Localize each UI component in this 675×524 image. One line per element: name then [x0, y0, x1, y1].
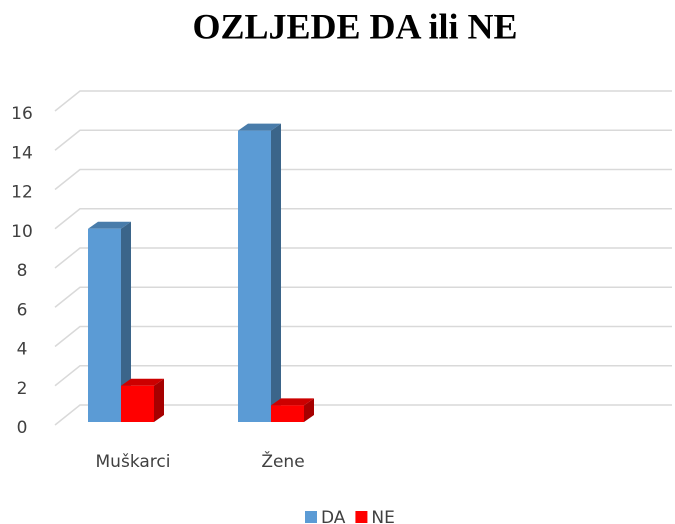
- x-tick-label: Žene: [261, 450, 304, 472]
- y-tick-label: 12: [11, 183, 33, 203]
- y-tick-label: 8: [17, 261, 28, 281]
- bar: [121, 378, 164, 422]
- bar-top: [121, 378, 164, 386]
- grid-line: [54, 208, 672, 230]
- chart-title: OZLJEDE DA ili NE: [192, 6, 517, 46]
- bar-front: [121, 385, 154, 422]
- bar-front: [238, 130, 271, 422]
- grid-line: [54, 404, 672, 426]
- y-tick-label: 16: [11, 104, 33, 124]
- bar-top: [88, 221, 131, 229]
- grid-line: [54, 129, 672, 151]
- grid-line: [54, 286, 672, 308]
- bar-side: [121, 221, 131, 422]
- grid-line: [54, 90, 672, 112]
- grid-line: [54, 168, 672, 191]
- bar-front: [88, 228, 121, 422]
- x-tick-label: Muškarci: [96, 452, 171, 472]
- y-tick-label: 2: [17, 379, 28, 399]
- y-tick-label: 0: [17, 418, 28, 438]
- legend-label: NE: [371, 508, 394, 524]
- y-tick-label: 14: [11, 143, 33, 163]
- bar-side: [154, 378, 164, 422]
- y-tick-label: 4: [17, 340, 28, 360]
- bar-front: [271, 405, 304, 422]
- legend-swatch: [305, 511, 317, 523]
- legend-swatch: [355, 511, 368, 523]
- grid-line: [54, 325, 672, 348]
- bar-top: [271, 398, 314, 406]
- y-tick-label: 10: [11, 222, 33, 242]
- bar-top: [238, 123, 281, 131]
- bar-side: [271, 123, 281, 422]
- legend-label: DA: [321, 508, 346, 524]
- bar-side: [304, 398, 314, 422]
- grid-line: [54, 365, 672, 387]
- bar: [238, 123, 281, 422]
- bar: [88, 221, 131, 422]
- bar: [271, 398, 314, 422]
- y-tick-label: 6: [17, 300, 28, 320]
- grid-line: [54, 247, 672, 269]
